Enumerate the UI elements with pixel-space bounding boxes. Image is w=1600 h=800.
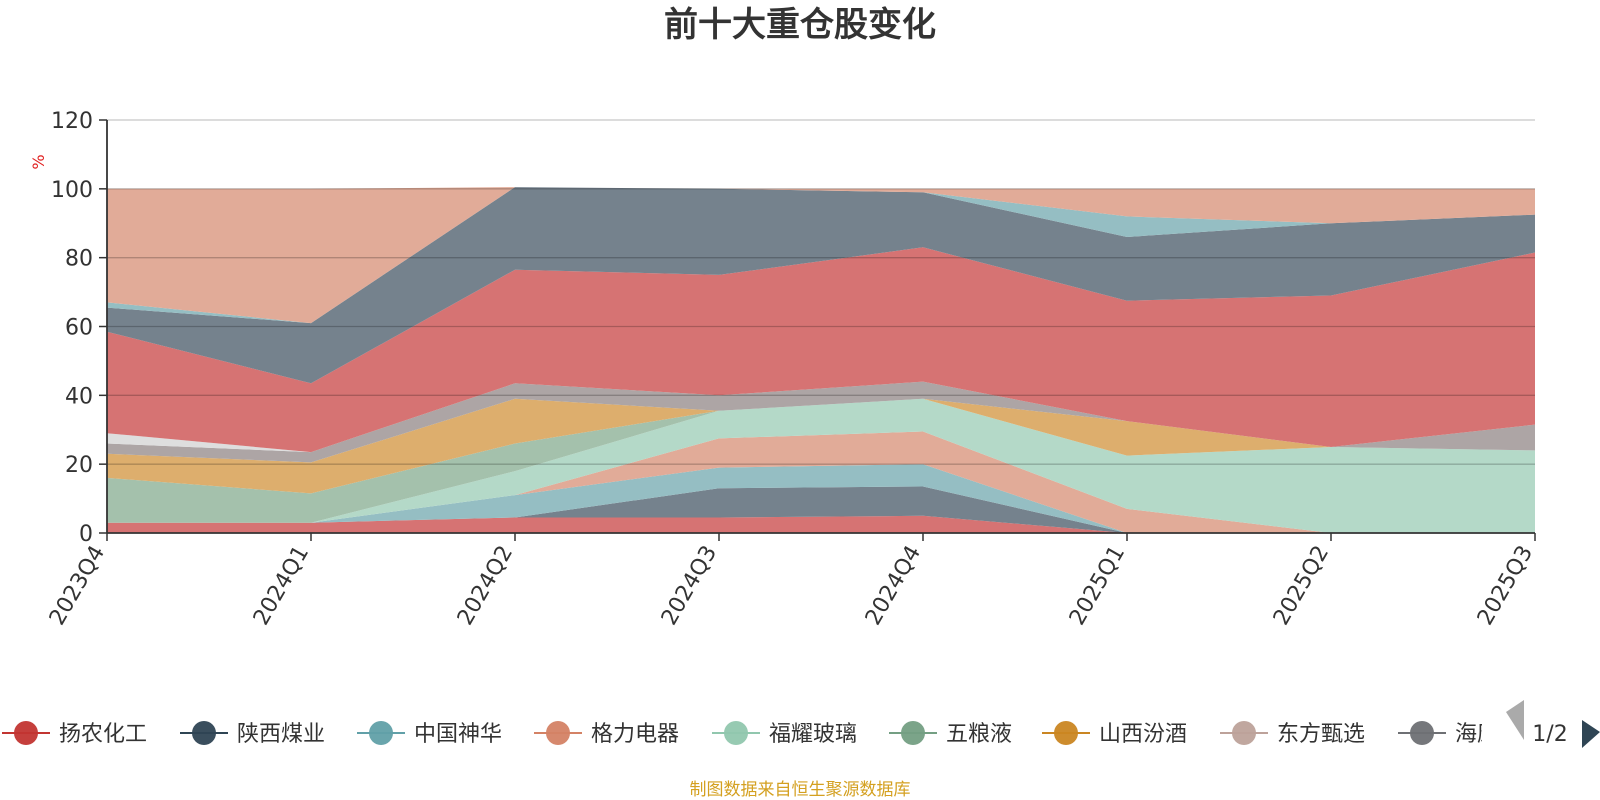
legend: 扬农化工 陕西煤业 中国神华 格力电器 福耀玻璃 五粮液 山西汾酒 东方甄选 海康威视 1/2 [2,700,1600,748]
area-series-11 [107,187,1535,384]
area-series-2 [107,486,1535,533]
x-tick-label: 2024Q2 [453,542,518,630]
x-tick-label: 2024Q3 [657,542,722,630]
area-series-13 [107,187,1535,324]
legend-label: 福耀玻璃 [769,722,857,747]
x-tick-label: 2025Q3 [1473,542,1538,630]
legend-label: 陕西煤业 [237,722,325,747]
legend-label: 中国神华 [414,722,502,747]
y-tick-label: 20 [65,453,93,478]
x-tick-label: 2024Q1 [249,542,314,630]
x-tick-label: 2025Q1 [1065,542,1130,630]
area-series-6 [107,398,1535,523]
legend-item[interactable]: 格力电器 [534,721,679,747]
y-tick-label: 0 [79,522,93,547]
area-series-1 [107,515,1535,533]
area-series-5 [107,398,1535,533]
y-axis-unit: % [29,154,48,169]
legend-marker [1410,721,1434,745]
legend-label: 山西汾酒 [1099,722,1187,747]
legend-item[interactable]: 中国神华 [357,721,502,747]
grid-layer [107,119,1535,465]
legend-item[interactable]: 东方甄选 [1220,721,1365,747]
data-source-note: 制图数据来自恒生聚源数据库 [690,780,911,800]
legend-marker [14,721,38,745]
legend-item[interactable]: 福耀玻璃 [712,721,857,747]
area-series-4 [107,431,1535,533]
x-tick-label: 2024Q4 [861,542,926,630]
legend-marker [546,721,570,745]
legend-label: 海康威视 [1455,722,1543,747]
legend-label: 格力电器 [591,722,679,747]
legend-item[interactable]: 山西汾酒 [1042,721,1187,747]
legend-marker [1232,721,1256,745]
y-tick-label: 60 [65,316,93,341]
legend-pager: 1/2 [1506,700,1600,748]
legend-marker [724,721,748,745]
area-series-8 [107,381,1535,463]
legend-marker [901,721,925,745]
legend-marker [369,721,393,745]
legend-item[interactable]: 海康威视 [1398,721,1543,747]
legend-prev-page-icon[interactable] [1506,700,1524,740]
y-tick-label: 120 [51,109,93,134]
y-tick-label: 40 [65,384,93,409]
area-series-3 [107,464,1535,533]
y-tick-label: 80 [65,247,93,272]
legend-page-indicator: 1/2 [1532,722,1567,747]
legend-item[interactable]: 五粮液 [889,721,1012,747]
legend-item[interactable]: 陕西煤业 [180,721,325,747]
y-tick-label: 100 [51,178,93,203]
legend-marker [192,721,216,745]
area-series-12 [107,187,1535,324]
legend-item[interactable]: 扬农化工 [2,721,147,747]
x-tick-label: 2023Q4 [45,542,110,630]
area-series-7 [107,398,1535,494]
x-tick-label: 2025Q2 [1269,542,1334,630]
area-layer [107,187,1535,533]
legend-label: 扬农化工 [59,722,147,747]
legend-label: 五粮液 [946,722,1012,747]
chart-title: 前十大重仓股变化 [664,5,936,45]
area-series-10 [107,247,1535,453]
legend-marker [1054,721,1078,745]
legend-next-page-icon[interactable] [1582,720,1600,748]
legend-label: 东方甄选 [1277,722,1365,747]
